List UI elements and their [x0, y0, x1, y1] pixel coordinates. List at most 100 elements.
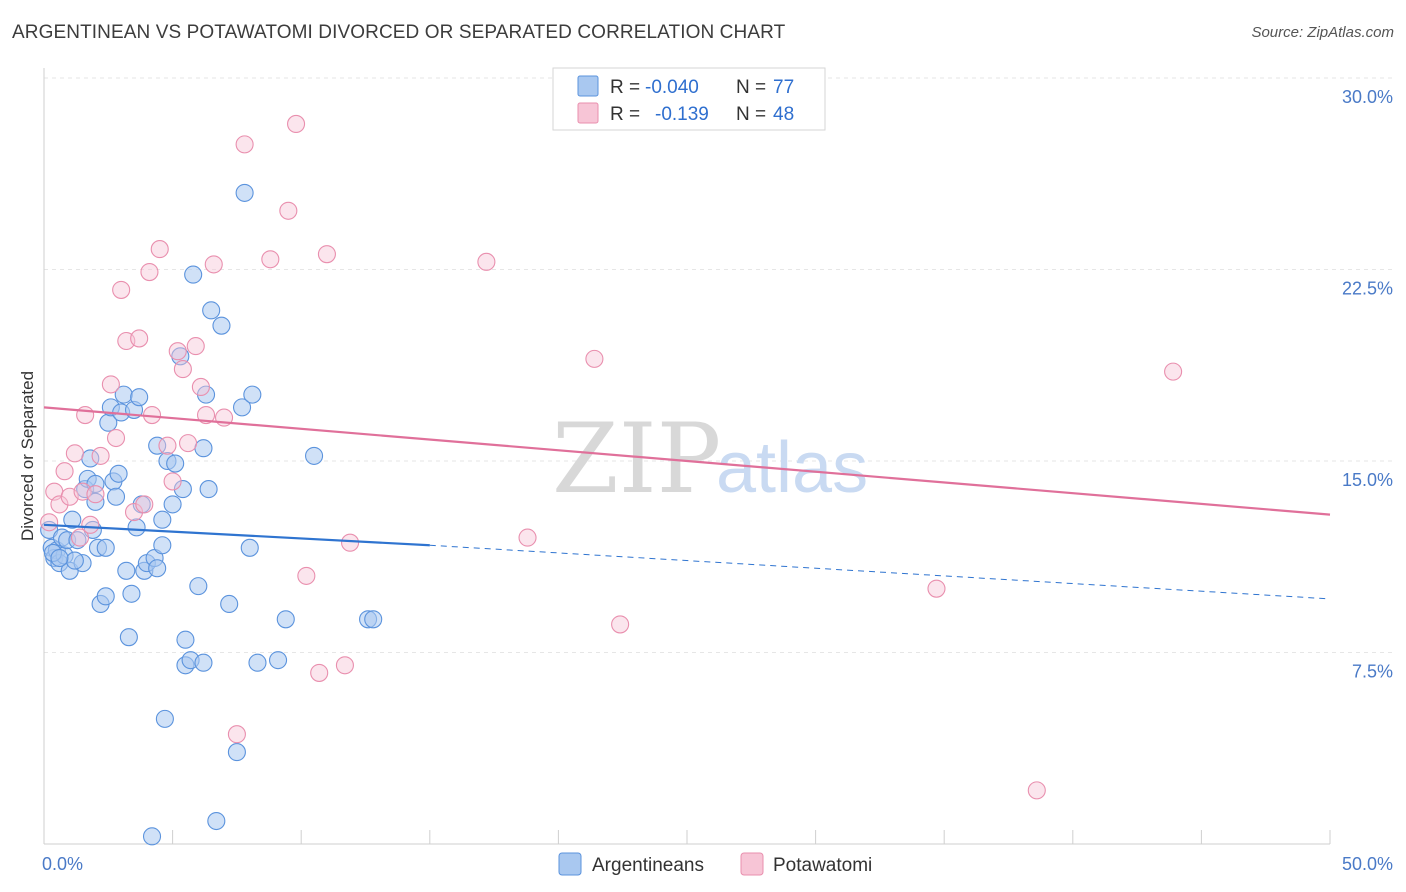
series-legend: Argentineans Potawatomi [558, 852, 872, 876]
legend-r-label-argentineans: R = [610, 77, 640, 98]
potawatomi-points [40, 114, 1183, 800]
argentineans-point [235, 183, 254, 202]
series-legend-swatch-argentineans [558, 852, 582, 876]
potawatomi-point [91, 446, 110, 465]
series-legend-label-potawatomi: Potawatomi [773, 855, 872, 876]
potawatomi-point [173, 360, 192, 379]
argentineans-point [63, 510, 82, 529]
potawatomi-point [927, 579, 946, 598]
potawatomi-point [106, 428, 126, 448]
argentineans-point [65, 551, 84, 570]
legend-r-label-potawatomi: R = [610, 104, 640, 125]
argentineans-point [163, 495, 182, 514]
argentineans-point [153, 510, 172, 529]
argentineans-point [212, 316, 231, 335]
stats-legend: R = -0.040 N = 77 R = -0.139 N = 48 [552, 67, 826, 131]
legend-swatch-potawatomi [577, 102, 599, 124]
potawatomi-point [297, 566, 316, 585]
potawatomi-point [158, 436, 177, 455]
argentineans-point [202, 301, 221, 320]
argentineans-point [305, 446, 324, 465]
potawatomi-point [341, 533, 360, 552]
argentineans-point [96, 538, 115, 557]
argentineans-point [117, 561, 136, 580]
potawatomi-point [178, 434, 198, 453]
potawatomi-point [191, 377, 210, 397]
potawatomi-point [124, 503, 144, 522]
potawatomi-point [279, 201, 298, 220]
argentineans-point [240, 538, 259, 557]
legend-n-value-potawatomi: 48 [773, 104, 794, 125]
argentineans-point [166, 454, 185, 473]
argentineans-point [148, 559, 167, 578]
potawatomi-point [140, 263, 159, 282]
potawatomi-point [163, 472, 182, 491]
watermark-atlas: atlas [716, 428, 868, 508]
y-axis-tick-labels: 7.5% 15.0% 22.5% 30.0% [1342, 87, 1393, 682]
potawatomi-point [168, 342, 187, 361]
argentineans-point [148, 436, 167, 455]
argentineans-point [109, 464, 128, 483]
y-tick-label: 30.0% [1342, 87, 1393, 107]
argentineans-point [184, 265, 203, 284]
potawatomi-point [317, 245, 336, 264]
argentineans-point [173, 480, 192, 499]
potawatomi-point [135, 495, 154, 514]
argentineans-point [227, 743, 246, 762]
argentineans-points [40, 183, 383, 846]
legend-n-label-argentineans: N = [736, 77, 766, 98]
potawatomi-point [40, 513, 59, 532]
watermark-zip: ZIP [552, 403, 721, 515]
argentineans-point [232, 398, 252, 417]
potawatomi-point [50, 495, 69, 514]
potawatomi-point [76, 405, 95, 425]
argentineans-point [194, 439, 213, 458]
argentineans-point [243, 385, 262, 404]
watermark: ZIP atlas [552, 403, 868, 515]
y-tick-label: 22.5% [1342, 279, 1393, 299]
argentineans-point [276, 610, 295, 629]
potawatomi-point [86, 485, 105, 504]
potawatomi-point [227, 725, 246, 744]
potawatomi-point [261, 250, 280, 269]
potawatomi-point [65, 444, 84, 463]
argentineans-point [142, 827, 162, 846]
grid-lines [44, 77, 1392, 653]
series-legend-label-argentineans: Argentineans [592, 855, 704, 876]
potawatomi-trend-line [43, 406, 1331, 516]
potawatomi-point [335, 656, 354, 675]
argentineans-point [220, 594, 239, 614]
legend-swatch-argentineans [577, 75, 599, 97]
argentineans-point [194, 653, 213, 672]
potawatomi-point [81, 515, 100, 534]
potawatomi-point [1164, 362, 1183, 381]
argentineans-point [269, 651, 288, 670]
legend-n-value-argentineans: 77 [773, 77, 794, 98]
argentineans-point [155, 709, 174, 728]
potawatomi-point [310, 663, 329, 682]
chart-title: ARGENTINEAN VS POTAWATOMI DIVORCED OR SE… [12, 22, 786, 43]
y-tick-label: 7.5% [1352, 662, 1393, 682]
series-legend-swatch-potawatomi [740, 852, 764, 876]
x-tick-label: 0.0% [42, 854, 83, 874]
argentineans-point [127, 518, 146, 537]
argentineans-point [199, 480, 218, 499]
potawatomi-point [1027, 781, 1046, 800]
argentineans-trend-extension [429, 544, 1331, 600]
potawatomi-point [235, 135, 254, 154]
argentineans-point [68, 531, 87, 550]
argentineans-point [153, 536, 172, 555]
argentineans-point [248, 653, 267, 672]
potawatomi-point [112, 280, 131, 299]
potawatomi-point [585, 349, 604, 368]
y-tick-label: 15.0% [1342, 470, 1393, 490]
argentineans-point [119, 628, 138, 647]
potawatomi-point [101, 375, 120, 394]
argentineans-point [176, 630, 195, 649]
potawatomi-point [287, 114, 306, 134]
argentineans-point [364, 610, 383, 629]
potawatomi-point [55, 462, 74, 481]
legend-n-label-potawatomi: N = [736, 104, 766, 125]
argentineans-point [189, 577, 208, 596]
